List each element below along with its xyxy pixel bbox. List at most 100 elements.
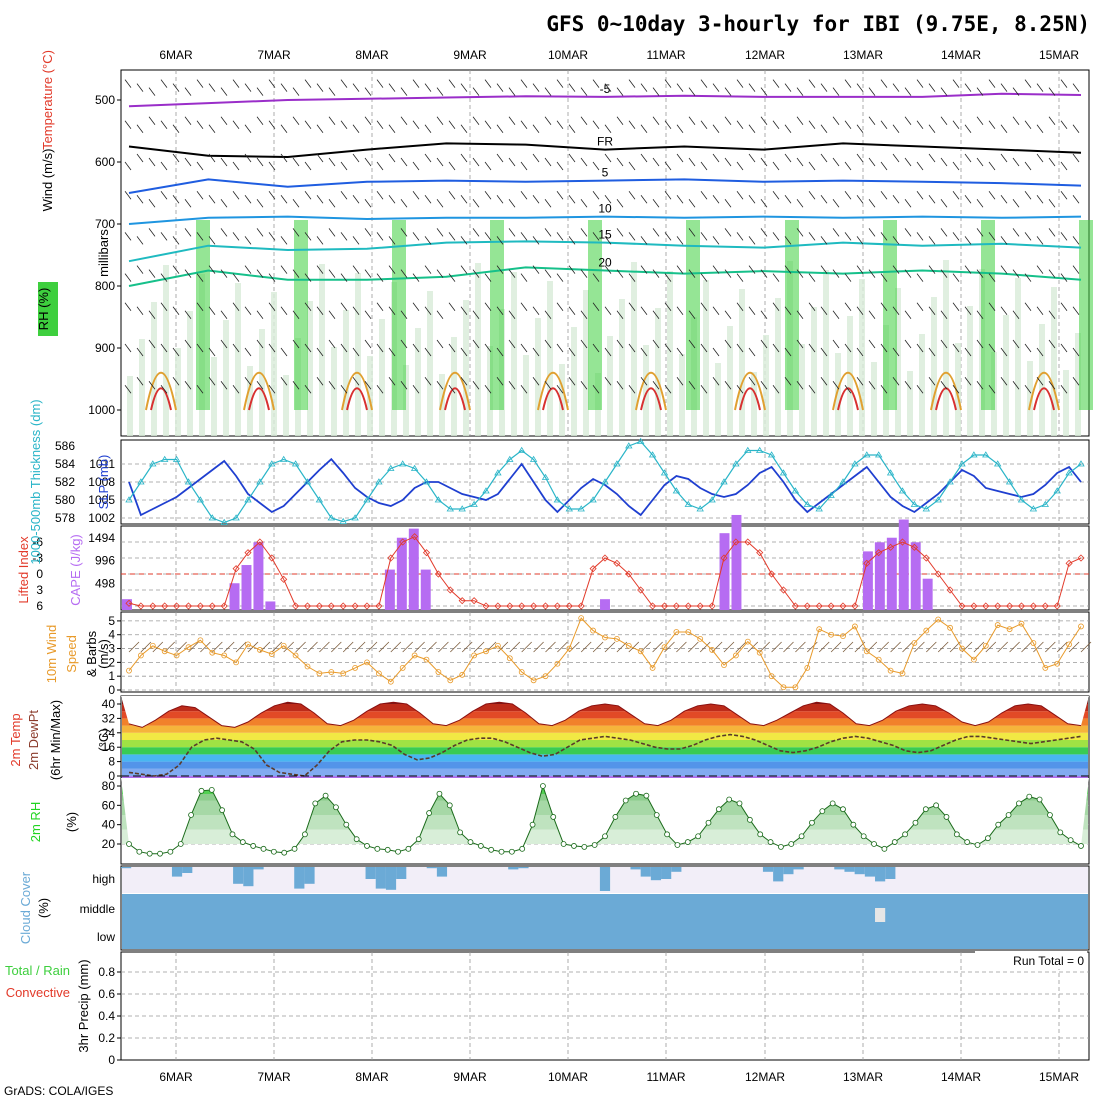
lifted-index-marker [649,602,657,610]
rh-marker [788,841,795,847]
wind-barb [676,376,684,386]
wind-speed-marker [959,645,965,652]
wind-barb [832,380,840,390]
thickness-marker [529,455,538,462]
y-tick-label: 0.6 [98,987,115,1001]
wind-barb [640,236,648,245]
wind-barb [340,384,348,394]
wind-barb [784,236,792,245]
wind-barb [616,380,624,390]
wind-barb [376,384,384,394]
lifted-index-marker [791,602,799,610]
wind-barb [736,120,744,130]
rh-marker [622,797,629,804]
wind-barb [412,384,420,394]
rh-marker [508,848,515,855]
wind-barb [724,380,732,390]
wind-barb [820,376,828,386]
wind-barb [256,380,264,390]
wind-barb-10m [1009,641,1020,653]
wind-barb [904,157,912,167]
lifted-index-marker [482,602,490,610]
wind-barb-10m [223,641,235,653]
thickness-marker [815,505,823,512]
wind-barb [400,310,408,320]
isotherm-warm-loop [635,372,667,411]
wind-barb [388,83,396,92]
wind-speed-marker [816,626,823,633]
wind-barb [520,232,528,241]
rh-shade-column [739,289,745,436]
wind-barb [244,265,252,274]
wind-speed-marker [1078,623,1084,630]
wind-barb-10m [188,641,199,653]
wind-barb [544,310,552,320]
wind-barb [376,120,384,130]
thickness-marker [672,487,681,494]
wind-barb-10m [378,641,390,653]
wind-speed-marker [709,647,715,653]
wind-barb [520,273,528,282]
wind-barb [484,79,492,88]
wind-barb [724,269,732,278]
temperature-mask [121,696,1089,728]
wind-barb [364,198,372,208]
wind-barb [520,302,528,312]
wind-barb [364,87,372,96]
wind-barb [388,236,396,245]
wind-barb-10m [176,641,187,653]
cloud-high-bar [854,867,865,875]
wind-speed-marker [590,627,596,634]
wind-barb [508,228,516,237]
wind-barb [688,339,696,349]
cape-bar [384,569,395,610]
y-tick-label: 16 [102,740,116,754]
wind-barb [256,310,264,320]
wind-barb [208,236,216,245]
wind-barbs [124,79,1080,394]
lifted-index-marker [161,602,169,610]
wind-barb [556,232,564,241]
isotherm-warm-loop [930,372,962,411]
wind-barb [424,124,432,134]
y-tick-label: 0.2 [98,1031,115,1045]
thickness-marker [613,460,621,467]
wind-barb [1072,236,1080,245]
wind-barb [532,347,540,357]
wind-barb [184,228,192,237]
wind-barb [664,343,672,353]
wind-barb [136,236,144,245]
thickness-marker [184,478,193,485]
wind-speed-marker [185,644,192,651]
lifted-index-marker [553,602,561,610]
wind-barb [148,269,156,278]
thickness-marker [744,446,752,453]
lifted-index-marker [934,570,942,578]
thickness-marker [458,505,466,512]
wind-barb [328,228,336,237]
wind-barb [460,83,468,92]
wind-barb-10m [878,641,889,653]
wind-barb [952,79,960,88]
wind-barb [856,124,864,134]
wind-speed-marker [614,635,620,642]
lifted-index-tick-label: 0 [36,567,43,581]
wind-barb [1060,190,1068,200]
date-label-top: 11MAR [646,48,685,62]
wind-barb [820,124,828,134]
wind-barb [736,190,744,200]
wind-barb-10m [652,641,663,653]
wind-barb [496,194,504,204]
wind-barb [700,79,708,88]
wind-barb [904,116,912,126]
lifted-index-line [128,536,1082,607]
rh2m-axis-label-2: (%) [64,812,79,832]
wind-barb [892,153,900,163]
isotherm-warm-loop [1028,372,1060,411]
rh-shade-column [223,320,229,436]
wind-barb [412,161,420,171]
wind-barb [832,198,840,208]
cloud-high-bar [253,867,264,870]
thickness-tick-label: 580 [55,493,75,507]
wind-barb [388,347,396,357]
